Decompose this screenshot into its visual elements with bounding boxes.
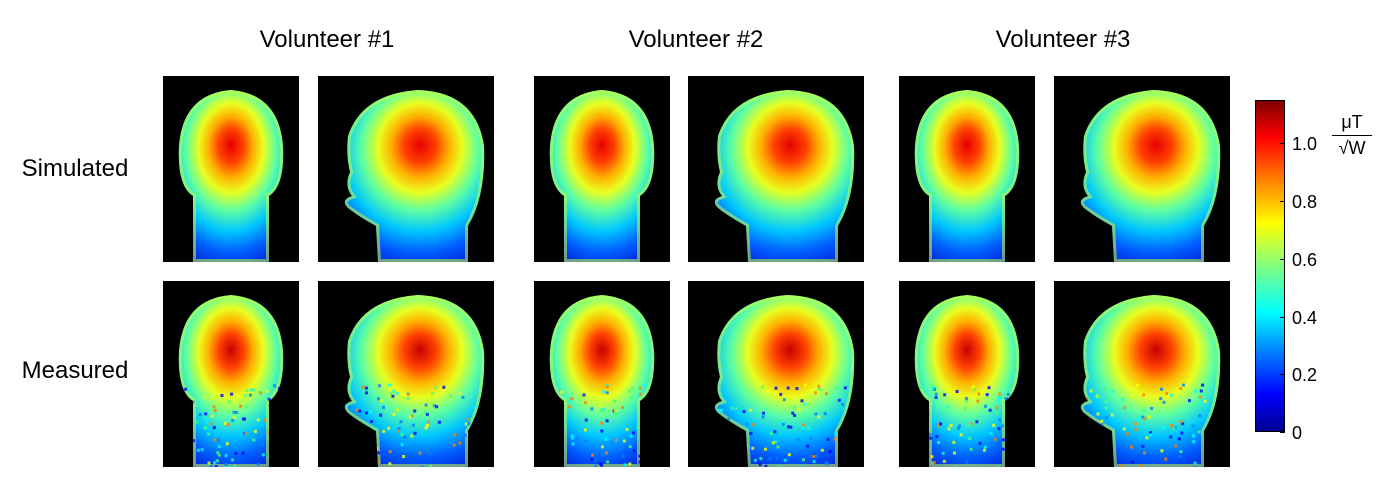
row-label-simulated: Simulated <box>21 155 129 182</box>
panel-sim-v2-sagittal <box>688 76 864 262</box>
colorbar-tick-1-0: 1.0 <box>1292 134 1318 154</box>
panel-sim-v3-sagittal <box>1054 76 1230 262</box>
colorbar-tick-0: 0 <box>1292 423 1303 443</box>
colorbar-tick-0-6: 0.6 <box>1292 250 1318 270</box>
panel-meas-v1-coronal <box>163 281 299 467</box>
panel-meas-v2-coronal <box>534 281 670 467</box>
panel-sim-v3-coronal <box>899 76 1035 262</box>
colorbar-tick-0-4: 0.4 <box>1292 308 1318 328</box>
panel-meas-v3-sagittal <box>1054 281 1230 467</box>
panel-sim-v1-sagittal <box>318 76 494 262</box>
colorbar-unit: μT √W <box>1330 112 1374 159</box>
column-title-volunteer-2: Volunteer #2 <box>628 26 764 53</box>
unit-numerator: μT <box>1341 112 1363 132</box>
colorbar <box>1255 100 1285 432</box>
panel-sim-v1-coronal <box>163 76 299 262</box>
column-title-volunteer-1: Volunteer #1 <box>259 26 395 53</box>
column-title-volunteer-3: Volunteer #3 <box>995 26 1131 53</box>
panel-sim-v2-coronal <box>534 76 670 262</box>
colorbar-tick-0-2: 0.2 <box>1292 365 1318 385</box>
panel-meas-v3-coronal <box>899 281 1035 467</box>
panel-meas-v1-sagittal <box>318 281 494 467</box>
unit-denominator: √W <box>1338 138 1366 158</box>
colorbar-tick-0-8: 0.8 <box>1292 192 1318 212</box>
panel-meas-v2-sagittal <box>688 281 864 467</box>
row-label-measured: Measured <box>21 357 129 384</box>
